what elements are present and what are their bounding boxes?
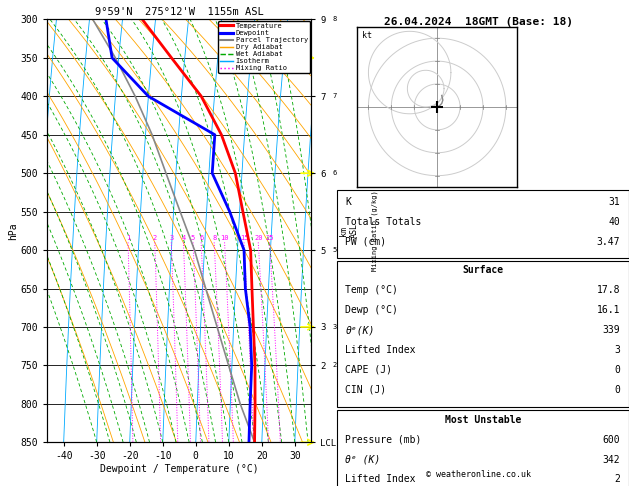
Bar (337, 261, 629, 407)
Text: Surface: Surface (462, 265, 503, 276)
Text: 3: 3 (169, 235, 174, 241)
Text: 40: 40 (608, 217, 620, 227)
Text: 4: 4 (181, 235, 186, 241)
Text: 339: 339 (603, 325, 620, 335)
Title: 9°59'N  275°12'W  1155m ASL: 9°59'N 275°12'W 1155m ASL (95, 7, 264, 17)
Text: © weatheronline.co.uk: © weatheronline.co.uk (426, 469, 530, 479)
Text: 20: 20 (254, 235, 262, 241)
Text: PW (cm): PW (cm) (345, 237, 386, 247)
X-axis label: Dewpoint / Temperature (°C): Dewpoint / Temperature (°C) (100, 464, 259, 474)
Legend: Temperature, Dewpoint, Parcel Trajectory, Dry Adiabat, Wet Adiabat, Isotherm, Mi: Temperature, Dewpoint, Parcel Trajectory… (218, 21, 310, 73)
Bar (337, 410, 629, 486)
Text: 6: 6 (333, 170, 337, 176)
Text: Pressure (mb): Pressure (mb) (345, 434, 421, 445)
Text: 25: 25 (265, 235, 274, 241)
Y-axis label: hPa: hPa (8, 222, 18, 240)
Text: Most Unstable: Most Unstable (445, 415, 521, 425)
Text: 16.1: 16.1 (597, 305, 620, 315)
Text: 5: 5 (333, 247, 337, 253)
Text: Dewp (°C): Dewp (°C) (345, 305, 398, 315)
Text: CIN (J): CIN (J) (345, 384, 386, 395)
Text: 2: 2 (153, 235, 157, 241)
Text: K: K (345, 197, 351, 207)
Text: 2: 2 (615, 474, 620, 485)
Bar (337, 190, 629, 258)
Text: Lifted Index: Lifted Index (345, 474, 416, 485)
Text: θᵉ (K): θᵉ (K) (345, 454, 381, 465)
Text: 6: 6 (199, 235, 203, 241)
Y-axis label: km
ASL: km ASL (339, 224, 359, 238)
Text: 8: 8 (212, 235, 216, 241)
Text: 0: 0 (615, 384, 620, 395)
Text: 1: 1 (126, 235, 130, 241)
Text: 5: 5 (191, 235, 195, 241)
Text: θᵉ(K): θᵉ(K) (345, 325, 375, 335)
Text: 0: 0 (615, 365, 620, 375)
Text: Temp (°C): Temp (°C) (345, 285, 398, 295)
Text: CAPE (J): CAPE (J) (345, 365, 392, 375)
Text: 7: 7 (333, 93, 337, 99)
Text: kt: kt (362, 31, 372, 40)
Text: 342: 342 (603, 454, 620, 465)
Text: 15: 15 (240, 235, 248, 241)
Text: 10: 10 (220, 235, 229, 241)
Text: Lifted Index: Lifted Index (345, 345, 416, 355)
Text: Mixing Ratio (g/kg): Mixing Ratio (g/kg) (371, 191, 377, 271)
Text: 17.8: 17.8 (597, 285, 620, 295)
Text: 600: 600 (603, 434, 620, 445)
Text: 3: 3 (615, 345, 620, 355)
Text: 26.04.2024  18GMT (Base: 18): 26.04.2024 18GMT (Base: 18) (384, 17, 572, 27)
Text: 2: 2 (333, 363, 337, 368)
Text: 3.47: 3.47 (597, 237, 620, 247)
Text: Totals Totals: Totals Totals (345, 217, 421, 227)
Text: 3: 3 (333, 324, 337, 330)
Text: 31: 31 (608, 197, 620, 207)
Text: 8: 8 (333, 17, 337, 22)
